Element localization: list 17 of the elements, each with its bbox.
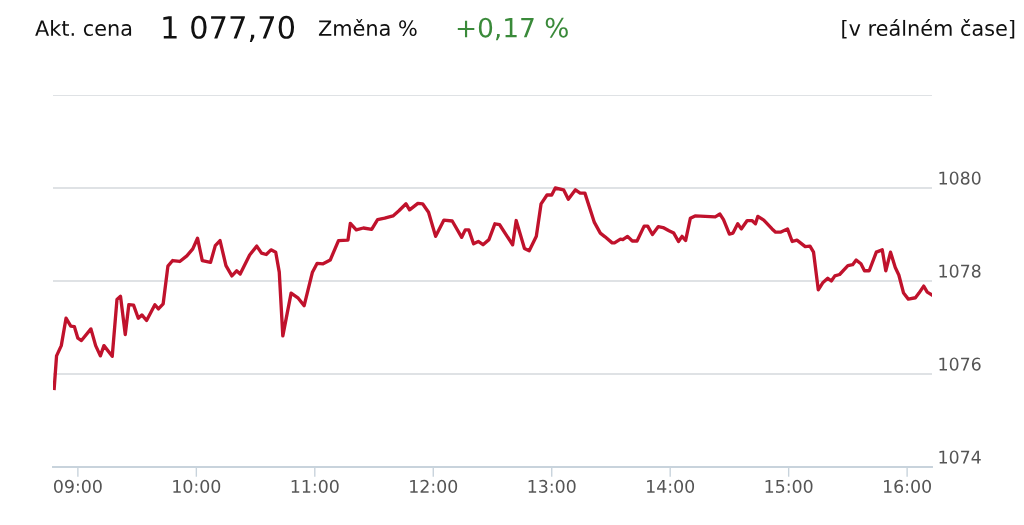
x-tick-label: 11:00 bbox=[291, 479, 339, 493]
x-tick-label: 16:00 bbox=[884, 479, 931, 493]
x-tick-label: 12:00 bbox=[410, 479, 458, 493]
x-tick-label: 14:00 bbox=[647, 479, 695, 493]
y-tick-label: 1080 bbox=[939, 171, 981, 185]
y-tick-label: 1076 bbox=[939, 357, 981, 371]
x-tick-label: 10:00 bbox=[173, 479, 221, 493]
text: [v reálném čase] bbox=[842, 19, 1015, 39]
y-tick-label: 1078 bbox=[939, 264, 981, 278]
x-tick-label: 13:00 bbox=[528, 479, 576, 493]
text: +0,17 % bbox=[457, 17, 568, 41]
x-tick-label: 15:00 bbox=[765, 479, 813, 493]
text: Změna % bbox=[318, 19, 417, 37]
x-tick-label: 09:00 bbox=[54, 479, 102, 493]
y-tick-label: 1074 bbox=[939, 450, 981, 464]
text: 1 077,70 bbox=[163, 15, 295, 42]
text: Akt. cena bbox=[35, 19, 132, 37]
